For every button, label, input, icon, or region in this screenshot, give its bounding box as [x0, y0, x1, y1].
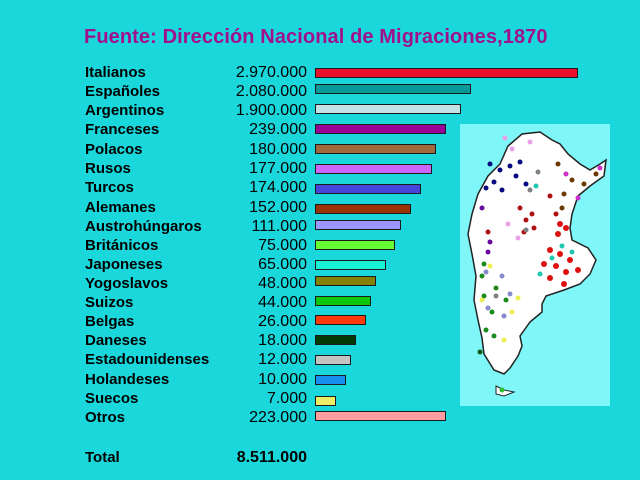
row-label: Yogoslavos	[85, 275, 169, 292]
argentina-map	[460, 124, 610, 406]
row-value: 239.000	[249, 121, 307, 138]
bar	[315, 220, 401, 230]
row-label: Franceses	[85, 121, 160, 138]
row-label: Estadounidenses	[85, 351, 210, 368]
row-label: Turcos	[85, 179, 134, 196]
row-value: 65.000	[258, 256, 307, 273]
bar	[315, 184, 421, 194]
bar	[315, 335, 356, 345]
row-label: Belgas	[85, 313, 135, 330]
bar	[315, 240, 395, 250]
row-label: Españoles	[85, 83, 161, 100]
row-value: 152.000	[249, 199, 307, 216]
row-value: 2.970.000	[235, 64, 307, 81]
bar	[315, 276, 376, 286]
row-value: 7.000	[266, 390, 307, 407]
bar	[315, 260, 386, 270]
row-label: Alemanes	[85, 199, 156, 216]
row-value: 2.080.000	[235, 83, 307, 100]
bar	[315, 204, 411, 214]
row-value: 12.000	[258, 351, 307, 368]
row-label: Holandeses	[85, 371, 170, 388]
bar	[315, 68, 578, 78]
argentina-map-icon	[467, 131, 607, 397]
row-label: Italianos	[85, 64, 146, 81]
row-label: Otros	[85, 409, 126, 426]
row-label: Argentinos	[85, 102, 165, 119]
row-value: 44.000	[258, 294, 307, 311]
row-label: Austrohúngaros	[85, 218, 202, 235]
row-label: Daneses	[85, 332, 147, 349]
bar	[315, 411, 446, 421]
row-value: 10.000	[258, 371, 307, 388]
row-value: 26.000	[258, 313, 307, 330]
bar	[315, 104, 461, 114]
row-label: Japoneses	[85, 256, 163, 273]
bar	[315, 164, 432, 174]
bar	[315, 375, 346, 385]
row-value: 223.000	[249, 409, 307, 426]
bar	[315, 355, 351, 365]
bar	[315, 84, 471, 94]
bar	[315, 144, 436, 154]
bar	[315, 315, 366, 325]
row-value: 111.000	[251, 218, 307, 235]
row-label: Suizos	[85, 294, 134, 311]
row-value: 180.000	[249, 141, 307, 158]
row-value: 174.000	[249, 179, 307, 196]
bar	[315, 396, 336, 406]
row-label: Polacos	[85, 141, 143, 158]
total-value: 8.511.000	[236, 449, 307, 466]
row-label: Rusos	[85, 160, 131, 177]
row-value: 48.000	[258, 275, 307, 292]
row-value: 75.000	[258, 237, 307, 254]
chart-title: Fuente: Dirección Nacional de Migracione…	[84, 26, 548, 48]
row-value: 18.000	[258, 332, 307, 349]
row-label: Británicos	[85, 237, 159, 254]
total-label: Total	[85, 449, 120, 466]
bar	[315, 296, 371, 306]
row-value: 177.000	[249, 160, 307, 177]
row-label: Suecos	[85, 390, 139, 407]
bar	[315, 124, 446, 134]
row-value: 1.900.000	[235, 102, 307, 119]
